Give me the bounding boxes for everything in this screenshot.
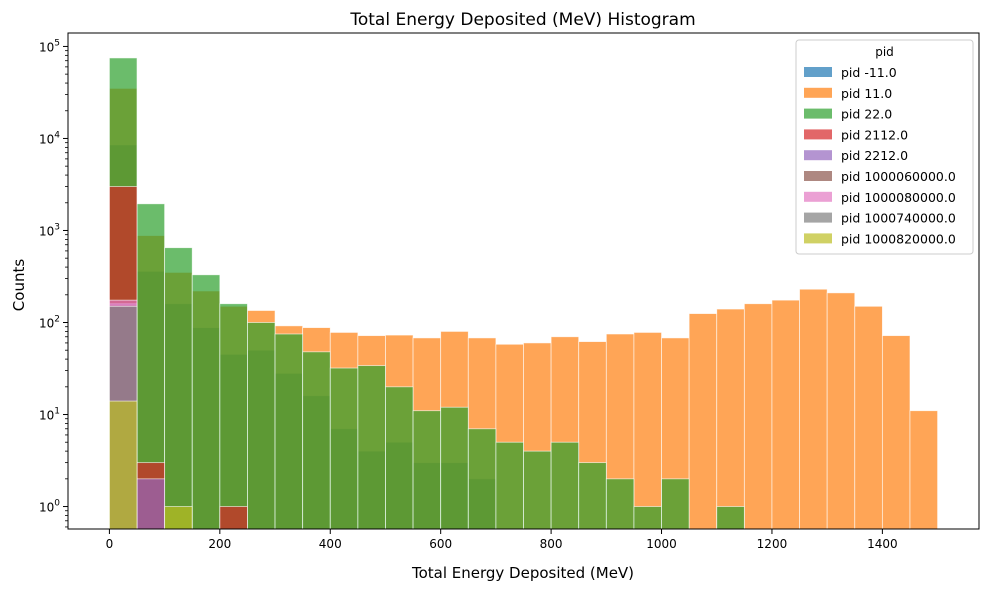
y-axis-label: Counts [10,259,28,312]
legend-label-4: pid 2212.0 [841,148,908,163]
x-tick-label-6: 1200 [757,537,788,551]
y-tick-label-1: 101 [39,407,60,423]
legend-swatch-2 [804,108,832,119]
x-axis-label: Total Energy Deposited (MeV) [411,564,634,582]
legend[interactable]: pid pid -11.0 pid 11.0 pid 22.0 pid 2112.0 pi… [795,39,974,255]
bar-series-1-bin-22 [716,308,745,530]
x-axis: 0 200 400 600 800 1000 1200 1400 [106,529,898,551]
y-tick-label-base: 10 [39,40,54,54]
bar-series-2-bin-5 [247,322,276,530]
x-tick-label-3: 600 [429,537,452,551]
bar-series-2-bin-14 [495,441,524,530]
bar-series-8-bin-2 [164,506,193,530]
bar-series-1-bin-23 [743,303,773,530]
bar-series-2-bin-11 [412,410,442,530]
series-8 [109,400,193,530]
x-tick-label-1: 200 [208,537,231,551]
x-tick-label-4: 800 [540,537,563,551]
legend-swatch-5 [804,171,832,181]
legend-label-7: pid 1000740000.0 [841,211,956,226]
legend-label-6: pid 1000080000.0 [841,190,956,205]
bar-series-2-bin-7 [302,351,331,530]
bar-series-2-bin-20 [661,478,690,530]
legend-title: pid [875,45,894,59]
legend-swatch-1 [804,87,832,98]
bar-series-1-bin-27 [854,305,883,530]
legend-label-3: pid 2112.0 [841,127,908,142]
legend-box [795,39,974,255]
bar-series-2-bin-12 [440,406,469,530]
y-tick-label-base: 10 [39,501,54,515]
bar-series-1-bin-19 [633,332,662,530]
bar-series-2-bin-6 [274,333,304,530]
legend-swatch-0 [804,67,832,77]
legend-swatch-3 [804,129,832,140]
y-tick-label-base: 10 [39,409,54,423]
bar-series-1-bin-28 [881,335,911,530]
bar-series-1-bin-29 [909,410,938,530]
bar-series-1-bin-24 [771,299,800,530]
y-tick-label-4: 104 [39,130,60,146]
y-tick-label-base: 10 [39,317,54,331]
x-tick-label-7: 1400 [867,537,898,551]
bar-series-2-bin-2 [164,247,193,530]
bar-series-1-bin-26 [826,292,856,530]
bar-series-1-bin-21 [688,313,718,530]
legend-swatch-6 [804,191,832,202]
y-tick-label-0: 100 [39,499,60,515]
bar-series-2-bin-10 [385,386,414,530]
bar-series-2-bin-15 [523,450,552,530]
bar-series-2-bin-3 [191,274,221,530]
y-tick-label-exponent: 2 [54,315,60,325]
legend-swatch-4 [804,150,832,161]
y-tick-label-5: 105 [39,38,60,54]
y-tick-label-exponent: 4 [54,130,60,140]
bar-series-2-bin-17 [578,462,607,530]
histogram-bars [109,57,938,530]
y-tick-label-base: 10 [39,224,54,238]
bar-series-2-bin-18 [605,478,635,530]
chart-title: Total Energy Deposited (MeV) Histogram [349,10,695,30]
y-tick-label-exponent: 5 [54,38,60,48]
legend-swatch-8 [804,233,832,244]
x-tick-label-2: 400 [319,537,342,551]
bar-series-2-bin-19 [633,506,662,530]
x-tick-label-5: 1000 [646,537,677,551]
y-tick-label-base: 10 [39,132,54,146]
y-tick-label-exponent: 1 [54,407,60,417]
legend-swatch-7 [804,212,832,223]
y-tick-label-3: 103 [39,222,60,238]
legend-label-1: pid 11.0 [841,86,892,101]
y-tick-label-exponent: 0 [54,499,60,509]
legend-label-8: pid 1000820000.0 [841,231,956,246]
bar-series-1-bin-25 [799,288,828,530]
y-tick-label-exponent: 3 [54,222,60,232]
y-tick-label-2: 102 [39,315,60,331]
bar-series-2-bin-22 [716,506,745,530]
x-tick-label-0: 0 [106,537,114,551]
legend-label-0: pid -11.0 [841,65,897,80]
legend-label-2: pid 22.0 [841,107,892,122]
bar-series-8-bin-0 [109,400,138,530]
bar-series-2-bin-13 [467,428,497,530]
bar-series-2-bin-16 [550,441,580,530]
bar-series-2-bin-8 [329,367,359,530]
bar-series-3-bin-4 [219,506,248,530]
bar-series-2-bin-9 [357,365,386,530]
bar-series-2-bin-4 [219,303,248,530]
legend-label-5: pid 1000060000.0 [841,169,956,184]
bar-series-4-bin-1 [136,478,166,530]
plot-frame [67,32,980,530]
